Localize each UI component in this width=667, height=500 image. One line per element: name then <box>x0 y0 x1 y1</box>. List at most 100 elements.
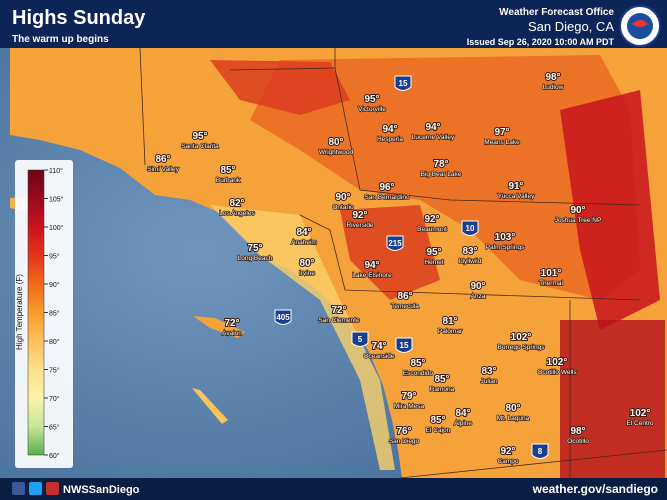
city-name: Idyllwild <box>459 258 482 265</box>
city-temp: 98° <box>570 426 585 437</box>
hot-region <box>340 205 440 300</box>
city-name: Irvine <box>299 270 315 277</box>
city-temp: 90° <box>335 192 350 203</box>
subtitle: The warm up begins <box>12 34 109 45</box>
city-name: Beaumont <box>417 226 447 233</box>
city-temp: 85° <box>430 415 445 426</box>
city-temp: 84° <box>296 227 311 238</box>
city-name: Anaheim <box>291 239 317 246</box>
city-name: Ocotillo <box>567 438 589 445</box>
city-name: Riverside <box>346 222 373 229</box>
legend-tick-label: 75° <box>49 367 60 375</box>
city-name: Simi Valley <box>147 166 179 173</box>
city-name: Mira Mesa <box>394 403 425 410</box>
city-name: Victorville <box>358 106 386 113</box>
highway-shield <box>395 337 413 353</box>
city-temp: 96° <box>379 182 394 193</box>
city-name: Mt. Laguna <box>497 415 530 422</box>
city-temp: 92° <box>352 210 367 221</box>
legend-tick-label: 90° <box>49 281 60 289</box>
city-temp: 97° <box>494 127 509 138</box>
city-temp: 74° <box>371 341 386 352</box>
island <box>193 316 245 338</box>
office: Weather Forecast Office <box>499 7 614 18</box>
city-name: Ontario <box>332 204 354 211</box>
highway-shield <box>351 331 369 347</box>
city-temp: 91° <box>508 181 523 192</box>
city-temp: 86° <box>397 291 412 302</box>
city-name: Palm Springs <box>486 244 525 251</box>
city-temp: 86° <box>155 154 170 165</box>
legend-tick-label: 65° <box>49 424 60 432</box>
city-name: San Clemente <box>318 317 360 324</box>
twitter-icon[interactable] <box>29 482 42 495</box>
city-name: Borrego Springs <box>498 344 546 351</box>
legend-tick-label: 110° <box>49 167 63 175</box>
social-handle: NWSSanDiego <box>63 484 140 496</box>
city-temp: 90° <box>570 205 585 216</box>
legend-tick-label: 85° <box>49 310 60 318</box>
city-temp: 84° <box>455 408 470 419</box>
header-bar <box>0 0 667 48</box>
city-temp: 78° <box>433 159 448 170</box>
island <box>192 388 228 424</box>
city-name: El Cajon <box>426 427 451 434</box>
highway-number: 15 <box>399 79 408 88</box>
warm-region <box>250 55 640 300</box>
highway-shield <box>394 75 412 91</box>
hot-region <box>560 320 665 478</box>
youtube-icon[interactable] <box>46 482 59 495</box>
hot-region <box>210 60 350 115</box>
city-temp: 102° <box>630 408 651 419</box>
hot-region <box>560 90 660 330</box>
city-name: Ocotillo Wells <box>537 369 577 376</box>
city-temp: 92° <box>500 446 515 457</box>
city-name: Alpine <box>454 420 472 427</box>
city-name: Big Bear Lake <box>421 171 462 178</box>
city-name: Julian <box>481 378 498 385</box>
highway-number: 10 <box>466 224 475 233</box>
city-temp: 102° <box>511 332 532 343</box>
city-temp: 79° <box>401 391 416 402</box>
city-name: Temecula <box>391 303 419 310</box>
city-temp: 82° <box>229 198 244 209</box>
city-name: Campo <box>498 458 519 465</box>
city-name: Burbank <box>216 177 241 184</box>
city-name: Lake Elsinore <box>352 272 392 279</box>
highway-shield <box>274 309 292 325</box>
city-name: Long Beach <box>238 255 273 262</box>
city-temp: 94° <box>382 124 397 135</box>
title: Highs Sunday <box>12 7 146 29</box>
legend-tick-label: 105° <box>49 196 64 204</box>
city-temp: 81° <box>442 316 457 327</box>
legend-colorbar <box>27 169 45 456</box>
city-name: Thermal <box>539 280 563 287</box>
city-name: Hesperia <box>377 136 403 143</box>
city-temp: 101° <box>541 268 562 279</box>
city-name: El Centro <box>626 420 653 427</box>
city-temp: 76° <box>396 426 411 437</box>
city-name: Avalon <box>222 330 242 337</box>
city-temp: 95° <box>192 131 207 142</box>
city-temp: 75° <box>247 243 262 254</box>
city-name: Joshua Tree NP <box>555 217 602 224</box>
website[interactable]: weather.gov/sandiego <box>532 482 658 496</box>
city-name: Ludlow <box>543 84 564 91</box>
city-name: San Bernardino <box>364 194 410 201</box>
city-name: Escondido <box>403 370 434 377</box>
highway-shield <box>461 220 479 236</box>
city-name: Anza <box>471 293 486 300</box>
legend-tick-label: 80° <box>49 338 60 346</box>
city-name: Oceanside <box>363 353 394 360</box>
facebook-icon[interactable] <box>12 482 25 495</box>
city-temp: 72° <box>224 318 239 329</box>
highway-number: 15 <box>400 341 409 350</box>
city-name: Los Angeles <box>219 210 255 217</box>
highway-number: 405 <box>276 313 290 322</box>
highway-shield <box>531 443 549 459</box>
legend-tick-label: 95° <box>49 253 60 261</box>
city-name: San Diego <box>389 438 420 445</box>
legend-title: High Temperature (F) <box>15 274 24 350</box>
